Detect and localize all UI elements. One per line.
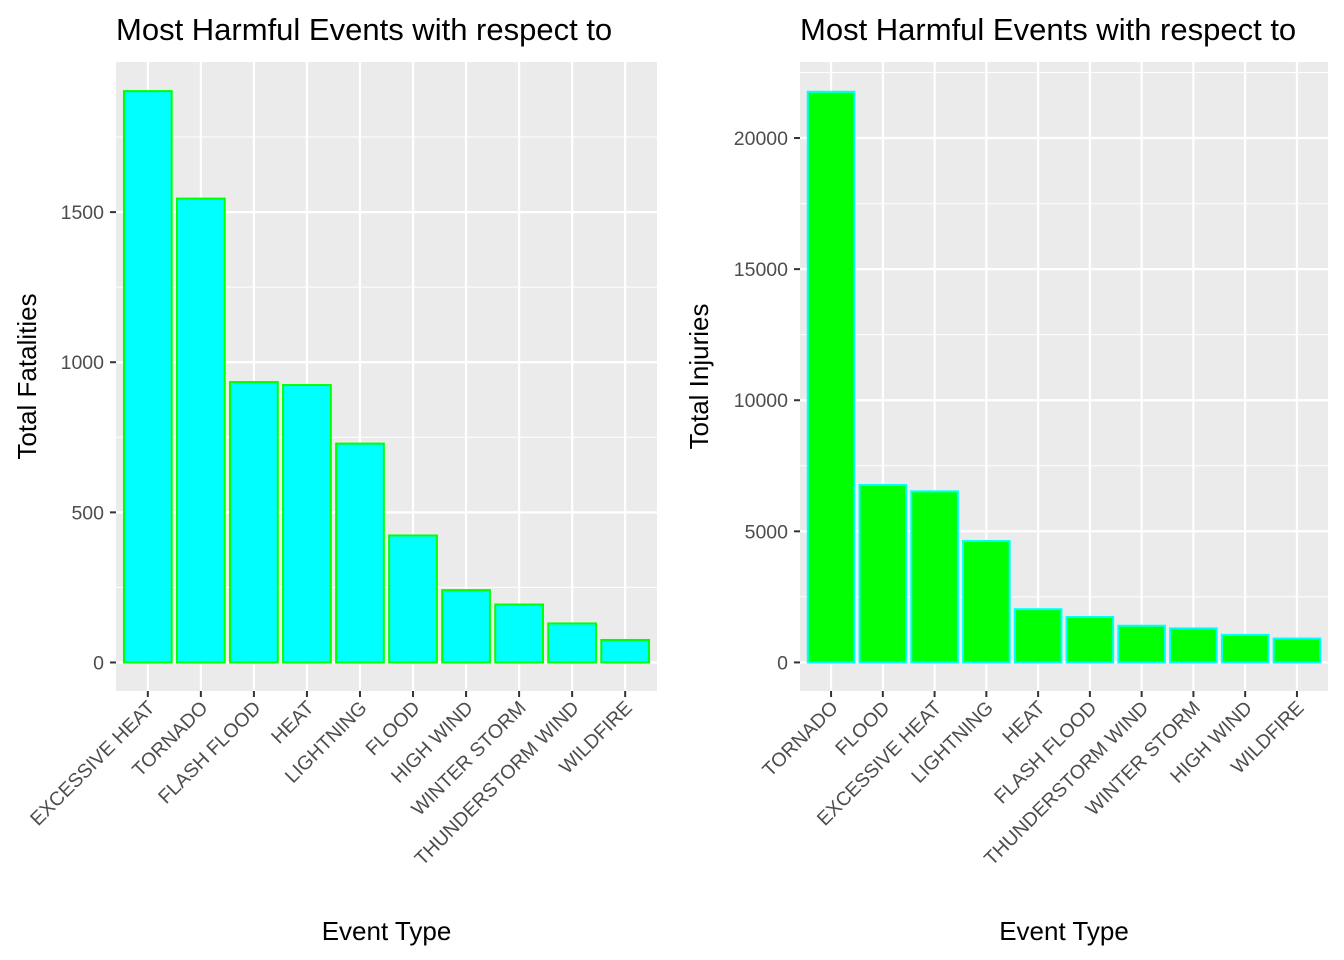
- bar: [962, 539, 1011, 664]
- bar: [1272, 637, 1322, 664]
- y-tick-label: 0: [777, 652, 788, 674]
- x-axis-title: Event Type: [322, 916, 452, 946]
- bar: [335, 442, 385, 664]
- bar: [806, 90, 856, 664]
- bar: [1065, 615, 1115, 664]
- bars: [122, 90, 651, 664]
- y-tick-label: 1000: [61, 352, 105, 374]
- y-axis: 0 5000 10000 15000 20000: [734, 128, 800, 674]
- x-tick-label: HEAT: [267, 697, 318, 748]
- y-tick-label: 5000: [745, 521, 789, 543]
- y-axis-title: Total Fatalities: [12, 293, 42, 459]
- y-tick-label: 10000: [734, 390, 788, 412]
- bar: [1220, 633, 1270, 664]
- bar: [494, 603, 544, 664]
- y-tick-label: 0: [93, 652, 104, 674]
- injuries-chart: Most Harmful Events with respect to 0 500…: [684, 12, 1328, 946]
- bar: [547, 622, 598, 664]
- bar: [122, 90, 173, 664]
- bar: [858, 483, 908, 664]
- bar: [282, 384, 332, 664]
- y-axis-title: Total Injuries: [684, 304, 714, 450]
- bar: [229, 381, 279, 664]
- bars: [806, 90, 1322, 664]
- y-tick-label: 500: [71, 502, 104, 524]
- chart-title: Most Harmful Events with respect to: [116, 12, 612, 47]
- bar: [1169, 627, 1218, 664]
- y-axis: 0 500 1000 1500: [61, 202, 116, 674]
- fatalities-chart: Most Harmful Events with respect to 0 500…: [12, 12, 657, 946]
- bar: [175, 197, 226, 664]
- y-tick-label: 20000: [734, 128, 788, 150]
- y-tick-label: 1500: [61, 202, 105, 224]
- y-tick-label: 15000: [734, 259, 788, 281]
- bar: [910, 490, 959, 664]
- chart-title: Most Harmful Events with respect to: [800, 12, 1296, 47]
- bar: [388, 534, 438, 664]
- bar: [600, 638, 651, 664]
- bar: [1013, 608, 1063, 664]
- bar: [441, 589, 491, 664]
- x-tick-label: TORNADO: [758, 697, 842, 781]
- x-axis-title: Event Type: [999, 916, 1129, 946]
- bar: [1117, 624, 1166, 664]
